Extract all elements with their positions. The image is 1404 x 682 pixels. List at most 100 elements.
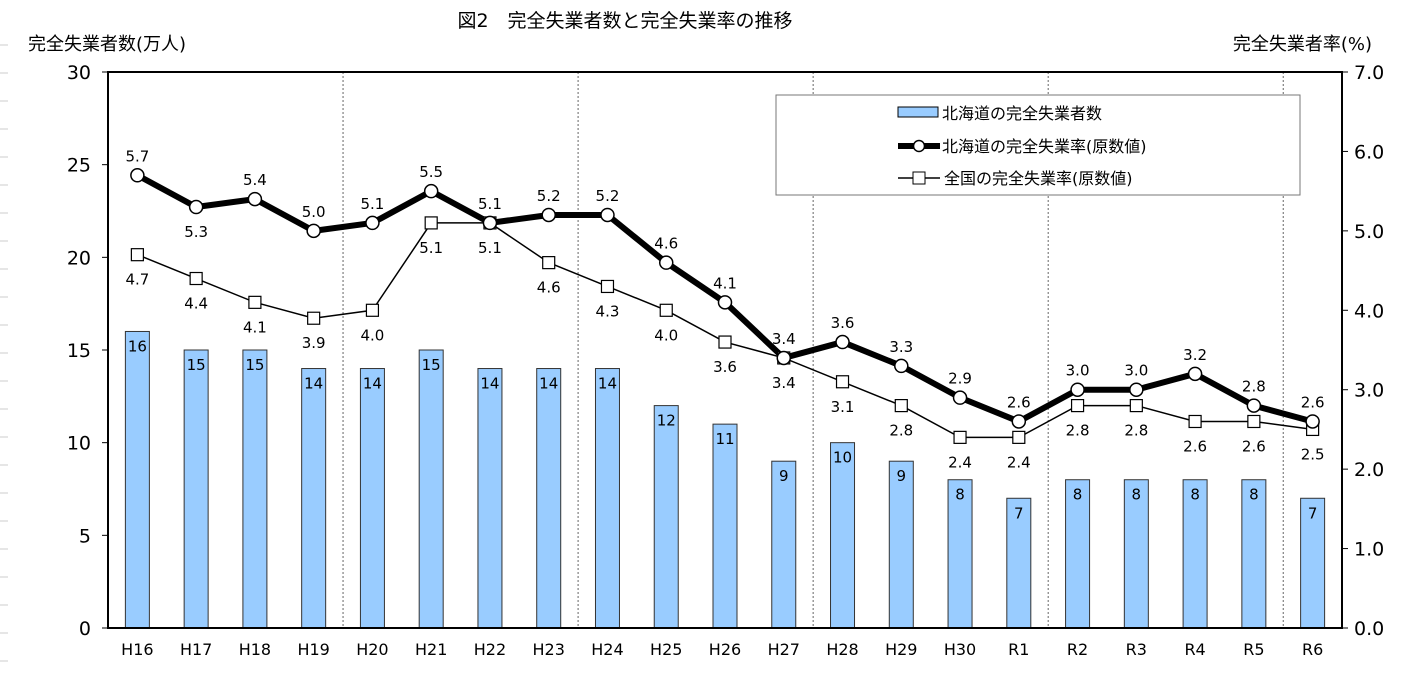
x-tick-label: H27 [768, 640, 800, 659]
data-label-national: 4.6 [537, 279, 561, 297]
data-label-national: 4.4 [184, 295, 208, 313]
bar-H22 [477, 368, 503, 629]
left-tick-label: 15 [67, 340, 91, 362]
bar-label: 8 [1073, 486, 1083, 504]
data-label-national: 4.0 [360, 326, 384, 344]
data-label-national: 4.7 [125, 271, 149, 289]
marker-national-H20 [365, 303, 380, 317]
bar-label: 15 [245, 356, 264, 374]
marker-hokkaido-H19 [306, 223, 321, 239]
left-tick-label: 20 [67, 247, 91, 269]
data-label-national: 4.1 [243, 318, 267, 336]
data-label-hokkaido: 5.0 [302, 203, 326, 221]
right-tick-label: 3.0 [1354, 380, 1384, 402]
bar-label: 14 [363, 375, 382, 393]
marker-national-H16 [130, 248, 144, 262]
x-tick-label: R4 [1184, 640, 1205, 659]
data-label-national: 3.9 [302, 334, 326, 352]
data-label-hokkaido: 5.3 [184, 223, 208, 241]
marker-hokkaido-H24 [600, 207, 615, 223]
data-label-hokkaido: 5.2 [596, 187, 620, 205]
x-tick-label: H25 [650, 640, 682, 659]
marker-national-H24 [600, 279, 615, 294]
marker-hokkaido-H17 [188, 199, 204, 215]
marker-hokkaido-H25 [658, 255, 674, 270]
data-label-national: 2.5 [1301, 445, 1325, 463]
marker-hokkaido-R3 [1129, 382, 1144, 397]
data-label-national: 2.6 [1183, 437, 1207, 455]
x-tick-label: H24 [591, 640, 623, 659]
marker-national-H18 [248, 295, 262, 309]
marker-hokkaido-H27 [776, 350, 792, 366]
bar-H25 [653, 405, 679, 629]
marker-national-H23 [542, 256, 556, 270]
marker-hokkaido-R1 [1011, 414, 1027, 429]
legend-box [775, 94, 1301, 196]
bar-label: 7 [1014, 504, 1024, 522]
data-label-national: 3.1 [831, 398, 855, 416]
data-label-hokkaido: 5.1 [360, 195, 384, 213]
marker-national-H29 [894, 399, 908, 413]
bar-label: 14 [304, 375, 323, 393]
bar-label: 15 [187, 356, 206, 374]
x-tick-label: R5 [1243, 640, 1264, 659]
bar-H27 [771, 460, 797, 629]
data-label-hokkaido: 5.4 [243, 171, 267, 189]
marker-hokkaido-H28 [835, 334, 850, 350]
data-label-hokkaido: 2.6 [1301, 393, 1325, 411]
left-tick-label: 5 [79, 525, 91, 547]
data-label-national: 3.4 [772, 374, 796, 392]
left-tick-label: 10 [67, 433, 91, 455]
bar-label: 8 [1249, 486, 1259, 504]
data-label-hokkaido: 2.8 [1242, 378, 1266, 396]
x-tick-label: H20 [356, 640, 388, 659]
data-label-hokkaido: 3.4 [772, 330, 796, 348]
right-tick-label: 7.0 [1354, 62, 1384, 84]
marker-national-R2 [1070, 399, 1085, 413]
marker-national-H19 [307, 311, 321, 325]
x-tick-label: H21 [415, 640, 447, 659]
right-tick-label: 5.0 [1354, 221, 1384, 243]
bar-R6 [1300, 497, 1326, 629]
data-label-national: 2.8 [1066, 422, 1090, 440]
data-label-national: 2.6 [1242, 437, 1266, 455]
x-tick-label: H22 [474, 640, 506, 659]
marker-national-H17 [189, 271, 203, 286]
x-tick-label: R2 [1067, 640, 1088, 659]
marker-hokkaido-H22 [482, 215, 498, 231]
data-label-national: 2.4 [948, 453, 972, 471]
bar-R2 [1065, 479, 1091, 629]
data-label-hokkaido: 3.6 [831, 314, 855, 332]
right-tick-label: 2.0 [1354, 459, 1384, 481]
bar-label: 16 [128, 337, 147, 355]
data-label-hokkaido: 3.2 [1183, 346, 1207, 364]
marker-national-R5 [1247, 414, 1261, 429]
data-label-hokkaido: 5.2 [537, 187, 561, 205]
bar-H17 [183, 349, 209, 629]
chart-title: 図2 完全失業者数と完全失業率の推移 [457, 10, 792, 32]
bar-H16 [124, 330, 150, 629]
bar-label: 14 [539, 375, 558, 393]
x-tick-label: H18 [239, 640, 271, 659]
data-label-national: 5.1 [419, 239, 443, 257]
legend-hokkaido-marker [912, 139, 926, 153]
marker-national-H21 [424, 216, 438, 230]
bar-H20 [359, 368, 385, 629]
right-tick-label: 1.0 [1354, 539, 1384, 561]
bar-H26 [712, 423, 738, 629]
marker-hokkaido-H26 [717, 295, 733, 310]
marker-hokkaido-R6 [1305, 414, 1320, 429]
data-label-national: 2.8 [1124, 422, 1148, 440]
bar-H21 [418, 349, 444, 629]
marker-hokkaido-H20 [365, 215, 380, 231]
right-axis-label: 完全失業者率(%) [1233, 34, 1372, 55]
bar-R3 [1123, 479, 1149, 629]
right-tick-label: 0.0 [1354, 618, 1384, 640]
bar-H23 [536, 368, 562, 629]
data-label-national: 2.8 [889, 422, 913, 440]
x-tick-label: R3 [1126, 640, 1147, 659]
left-axis-label: 完全失業者数(万人) [28, 34, 186, 55]
x-tick-label: R1 [1008, 640, 1029, 659]
bar-H18 [242, 349, 268, 629]
